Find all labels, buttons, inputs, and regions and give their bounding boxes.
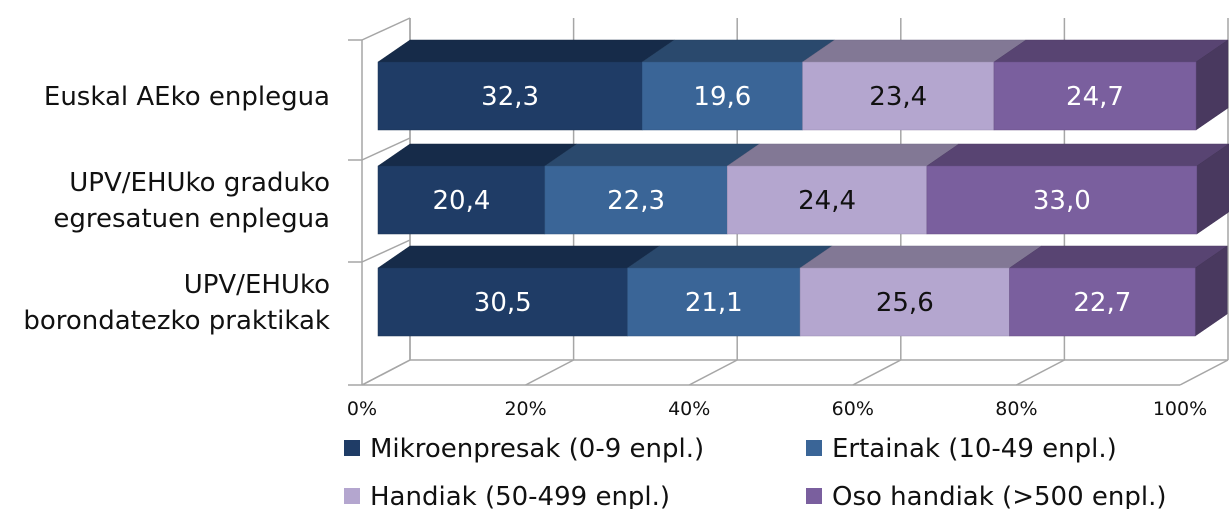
floor-gridline [361, 359, 411, 386]
x-axis-ticks: 0% 20% 40% 60% 80% 100% [347, 398, 1207, 420]
x-tick-label: 80% [995, 398, 1037, 420]
bar-top-face [726, 143, 960, 167]
category-separator [361, 239, 411, 263]
bar-top-face [799, 245, 1043, 269]
legend-item: Handiak (50-499 enpl.) [344, 482, 670, 509]
x-tick-label: 0% [347, 398, 377, 420]
data-label: 21,1 [685, 288, 743, 318]
bar-segment [544, 165, 728, 235]
data-label: 25,6 [876, 288, 934, 318]
bar-top-face [626, 245, 833, 269]
bar-segment [627, 267, 801, 337]
legend-swatch [344, 440, 360, 456]
category-labels: Euskal AEko enplegua UPV/EHUko graduko egr… [23, 82, 330, 336]
x-tick-label: 60% [832, 398, 874, 420]
data-label: 23,4 [869, 82, 927, 112]
bars [377, 39, 1229, 337]
data-label: 32,3 [481, 82, 539, 112]
bar-segment [377, 165, 546, 235]
data-label: 19,6 [693, 82, 751, 112]
bar-segment [377, 267, 628, 337]
data-labels: 32,3 19,6 23,4 24,7 20,4 22,3 24,4 33,0 30,5 21,1… [432, 82, 1131, 318]
data-label: 22,3 [607, 186, 665, 216]
floor-gridline [852, 359, 902, 386]
data-label: 24,4 [798, 186, 856, 216]
data-label: 24,7 [1066, 82, 1124, 112]
bar-top-face [377, 39, 676, 63]
legend-label: Ertainak (10-49 enpl.) [832, 434, 1117, 464]
bar-top-face [377, 143, 578, 167]
legend-label: Oso handiak (>500 enpl.) [832, 482, 1166, 509]
data-label: 20,4 [432, 186, 490, 216]
bar-top-face [1008, 245, 1228, 269]
data-label: 22,7 [1073, 288, 1131, 318]
bar-segment [993, 61, 1197, 131]
floor-gridline [688, 359, 738, 386]
bar-top-face [993, 39, 1229, 63]
bar-top-face [377, 245, 661, 269]
category-label: egresatuen enplegua [53, 204, 330, 234]
category-label: UPV/EHUko graduko [69, 168, 330, 198]
bar-segment [799, 267, 1010, 337]
category-label: borondatezko praktikak [23, 306, 330, 336]
legend-item: Mikroenpresak (0-9 enpl.) [344, 434, 704, 464]
bar-top-face [926, 143, 1229, 167]
legend-swatch [344, 488, 360, 504]
legend-swatch [806, 440, 822, 456]
bar-segment [926, 165, 1198, 235]
legend: Mikroenpresak (0-9 enpl.) Ertainak (10-49… [344, 434, 1166, 509]
category-label: Euskal AEko enplegua [44, 82, 330, 112]
bar-top-face [801, 39, 1027, 63]
side-wall-top-edge [361, 17, 411, 41]
category-separator [361, 137, 411, 161]
x-tick-label: 20% [504, 398, 546, 420]
legend-swatch [806, 488, 822, 504]
bar-segment [641, 61, 803, 131]
bar-segment [1009, 267, 1196, 337]
data-label: 30,5 [474, 288, 532, 318]
bar-top-face [641, 39, 836, 63]
legend-item: Ertainak (10-49 enpl.) [806, 434, 1117, 464]
bar-top-face [544, 143, 761, 167]
x-tick-label: 40% [668, 398, 710, 420]
bar-segment [377, 61, 643, 131]
bar-segment [727, 165, 928, 235]
legend-label: Mikroenpresak (0-9 enpl.) [370, 434, 704, 464]
x-tick-label: 100% [1153, 398, 1207, 420]
legend-item: Oso handiak (>500 enpl.) [806, 482, 1166, 509]
data-label: 33,0 [1033, 186, 1091, 216]
legend-label: Handiak (50-499 enpl.) [370, 482, 670, 509]
chart-floor [348, 17, 1228, 386]
category-label: UPV/EHUko [184, 270, 330, 300]
floor-gridline [1179, 359, 1229, 386]
floor-gridline [1016, 359, 1065, 386]
floor-gridline [525, 359, 574, 386]
bar-segment [802, 61, 995, 131]
